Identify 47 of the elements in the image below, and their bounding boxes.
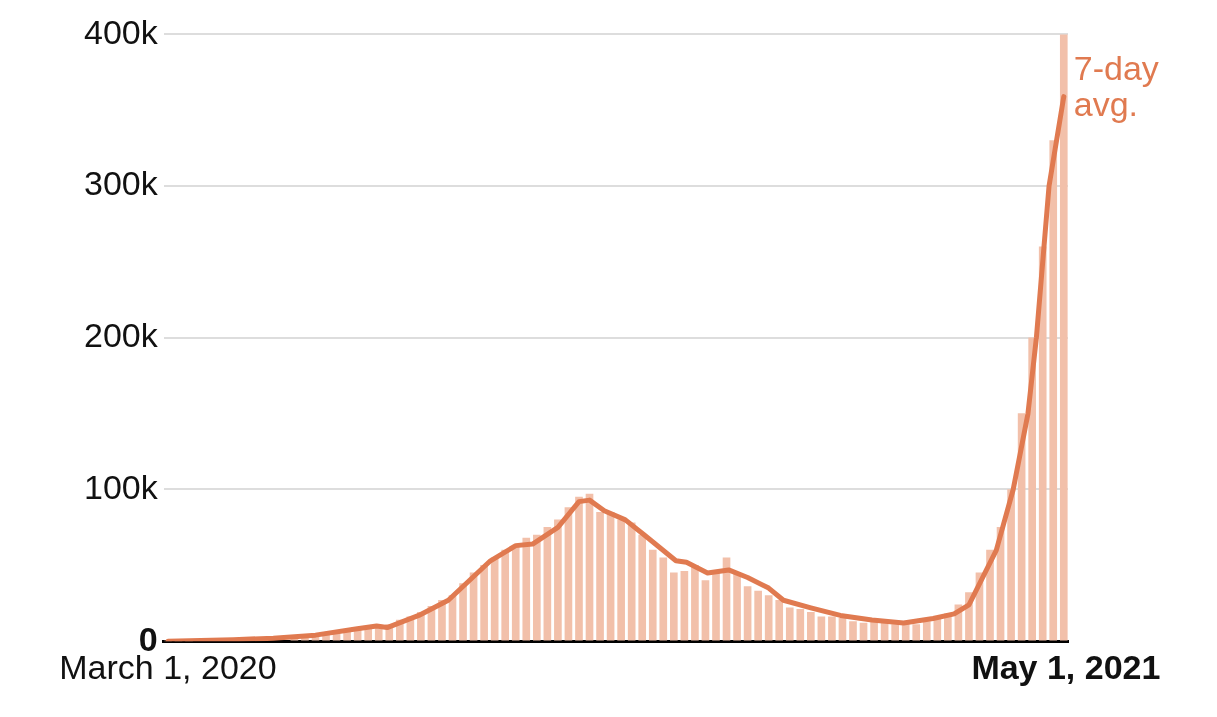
y-tick-label: 400k	[83, 12, 159, 51]
bar	[532, 534, 541, 641]
bar	[480, 565, 488, 641]
bar	[785, 607, 794, 641]
bar	[617, 519, 625, 641]
bar	[638, 534, 647, 641]
bar	[849, 621, 857, 641]
bar	[817, 616, 826, 641]
bar	[701, 580, 710, 641]
bar	[1059, 34, 1068, 641]
bar	[743, 586, 752, 641]
bar	[680, 571, 689, 641]
y-tick-label: 300k	[83, 164, 159, 203]
bar	[922, 621, 931, 641]
bar	[501, 549, 510, 641]
bar	[764, 595, 773, 641]
y-tick-label: 100k	[83, 467, 159, 506]
bar	[912, 624, 921, 641]
bar	[691, 565, 699, 641]
bar	[775, 599, 784, 641]
y-tick-label: 200k	[83, 316, 159, 355]
bar	[627, 522, 636, 641]
bar	[870, 621, 878, 641]
bar	[796, 609, 805, 641]
bar	[596, 511, 604, 641]
bar	[807, 612, 815, 641]
x-tick-label: May 1, 2021	[971, 647, 1161, 686]
bar	[859, 622, 868, 641]
bar	[1038, 246, 1047, 641]
bar	[754, 590, 762, 641]
bar	[712, 572, 720, 641]
bar	[1049, 140, 1058, 641]
bar	[522, 537, 531, 641]
series-label: 7-day avg.	[1073, 48, 1159, 123]
bar	[670, 572, 678, 641]
bar	[891, 624, 899, 641]
bar	[659, 557, 668, 641]
bar	[838, 618, 847, 641]
bar	[1007, 489, 1015, 641]
bar	[733, 572, 741, 641]
bar	[648, 549, 657, 641]
bar	[511, 546, 520, 641]
bar	[554, 519, 562, 641]
bar	[933, 618, 942, 641]
bar	[575, 496, 583, 641]
bar	[459, 583, 467, 641]
bar	[828, 616, 836, 641]
